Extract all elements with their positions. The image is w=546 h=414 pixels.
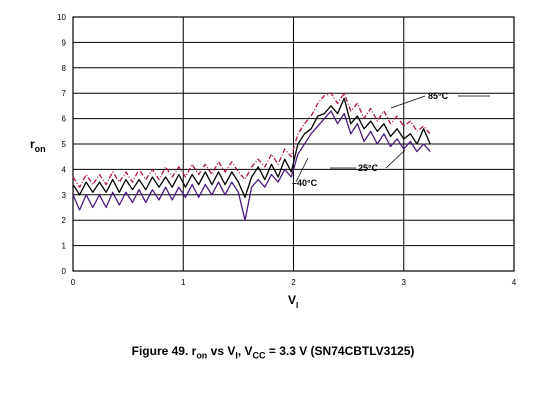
y-tick-label: 7 xyxy=(62,89,67,98)
x-tick-label: 4 xyxy=(512,278,517,287)
series-lines xyxy=(72,92,431,221)
y-tick-label: 1 xyxy=(62,242,67,251)
x-tick-label: 1 xyxy=(181,278,186,287)
caption-v-sub: I xyxy=(235,350,238,361)
leader-85c xyxy=(390,95,426,109)
y-tick-label: 9 xyxy=(62,38,67,47)
x-axis-label-main: V xyxy=(288,293,296,307)
y-tick-label: 5 xyxy=(62,140,67,149)
annotation-m40c: –40°C xyxy=(292,178,318,188)
series-line-2 xyxy=(72,110,431,221)
y-tick-label: 4 xyxy=(62,165,67,174)
x-tick-label: 3 xyxy=(402,278,407,287)
annotation-25c: 25°C xyxy=(358,163,379,173)
caption-prefix: Figure 49. r xyxy=(131,344,197,358)
caption-suffix: = 3.3 V (SN74CBTLV3125) xyxy=(265,344,415,358)
x-tick-labels: 0 1 2 3 4 xyxy=(71,278,517,287)
caption-r-sub: on xyxy=(196,350,208,361)
figure-caption: Figure 49. ron vs VI, VCC = 3.3 V (SN74C… xyxy=(0,344,546,360)
caption-vcc-sub: CC xyxy=(252,350,266,361)
y-tick-label: 2 xyxy=(62,216,67,225)
y-tick-label: 3 xyxy=(62,191,67,200)
series-line-1 xyxy=(72,92,431,188)
x-tick-label: 2 xyxy=(291,278,296,287)
plot-frame xyxy=(72,16,515,272)
y-axis-label: ron xyxy=(30,137,46,154)
y-tick-labels: 0 1 2 3 4 5 6 7 8 9 10 xyxy=(57,13,66,276)
leader-m40c xyxy=(295,157,309,183)
y-tick-label: 10 xyxy=(57,13,66,22)
y-axis-label-main: r xyxy=(30,137,35,151)
caption-mid2: , V xyxy=(237,344,253,358)
grid-lines xyxy=(72,16,515,272)
y-tick-label: 8 xyxy=(62,64,67,73)
x-axis-label-sub: I xyxy=(296,301,298,310)
y-tick-label: 0 xyxy=(62,267,67,276)
x-axis-label: VI xyxy=(288,293,298,310)
y-axis-label-sub: on xyxy=(35,144,46,154)
series-line-0 xyxy=(72,97,431,198)
y-tick-label: 6 xyxy=(62,115,67,124)
annotation-85c: 85°C xyxy=(428,91,449,101)
caption-mid1: vs V xyxy=(207,344,236,358)
x-tick-label: 0 xyxy=(71,278,76,287)
leader-25c xyxy=(385,149,406,169)
